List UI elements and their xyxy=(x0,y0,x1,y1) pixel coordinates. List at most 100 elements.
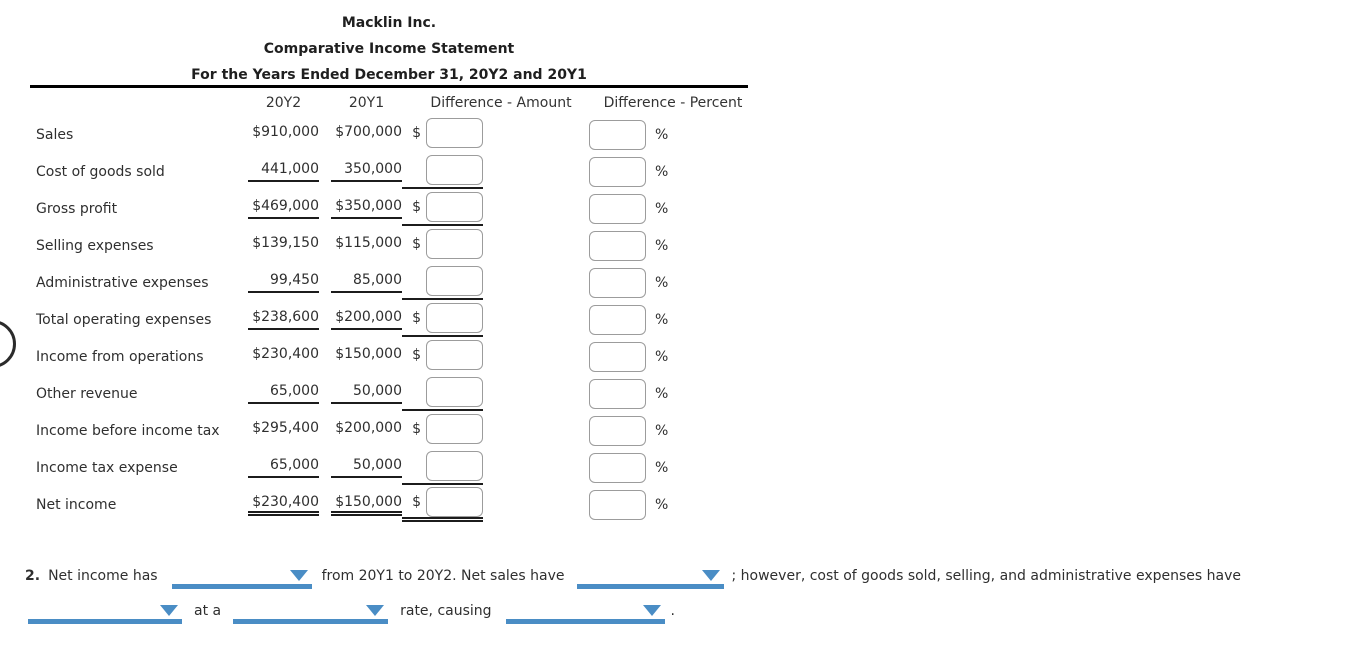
dropdown-rate-comparison[interactable] xyxy=(233,597,389,624)
row-label: Gross profit xyxy=(36,200,118,217)
row-label: Sales xyxy=(36,126,74,143)
value-20y1: 50,000 xyxy=(331,457,402,478)
dropdown-causing-effect[interactable] xyxy=(505,597,665,624)
table-row: Net income $230,400 $150,000 $ % xyxy=(0,486,780,523)
dropdown-expenses-change[interactable] xyxy=(28,597,182,624)
question-number: 2. xyxy=(25,568,41,584)
column-header-difference-amount: Difference - Amount xyxy=(430,95,572,111)
table-row: Sales $910,000 $700,000 $ % xyxy=(0,116,780,153)
percent-suffix: % xyxy=(655,237,669,254)
value-20y2: $910,000 xyxy=(252,124,319,140)
dollar-prefix: $ xyxy=(412,124,421,141)
difference-percent-input[interactable] xyxy=(589,119,646,150)
question-2: 2. Net income has from 20Y1 to 20Y2. Net s… xyxy=(25,562,1350,625)
difference-amount-input[interactable] xyxy=(426,228,483,259)
value-20y2: $139,150 xyxy=(252,235,319,251)
difference-amount-input[interactable] xyxy=(426,265,483,296)
table-row: Selling expenses $139,150 $115,000 $ % xyxy=(0,227,780,264)
table-header-row: 20Y2 20Y1 Difference - Amount Difference… xyxy=(0,90,780,116)
percent-suffix: % xyxy=(655,348,669,365)
table-row: Income before income tax $295,400 $200,0… xyxy=(0,412,780,449)
dollar-prefix: $ xyxy=(412,494,421,510)
difference-percent-input[interactable] xyxy=(589,452,646,483)
difference-amount-input[interactable] xyxy=(426,339,483,370)
row-label: Selling expenses xyxy=(36,237,154,254)
value-20y1: $350,000 xyxy=(331,198,402,219)
amount-group: $ xyxy=(402,117,483,152)
table-row: Income tax expense 65,000 50,000 % xyxy=(0,449,780,486)
value-20y2: $230,400 xyxy=(252,346,319,362)
row-label: Income tax expense xyxy=(36,459,178,476)
amount-group xyxy=(402,265,483,300)
statement-title-block: Macklin Inc. Comparative Income Statemen… xyxy=(30,10,748,88)
column-header-20y1: 20Y1 xyxy=(348,95,385,111)
difference-percent-input[interactable] xyxy=(589,156,646,187)
difference-percent-input[interactable] xyxy=(589,378,646,409)
row-label: Income from operations xyxy=(36,348,204,365)
difference-amount-input[interactable] xyxy=(426,302,483,333)
value-20y2: $295,400 xyxy=(252,420,319,436)
table-row: Cost of goods sold 441,000 350,000 % xyxy=(0,153,780,190)
percent-suffix: % xyxy=(655,200,669,217)
difference-amount-input[interactable] xyxy=(426,154,483,185)
question-text-6: . xyxy=(670,603,675,619)
dollar-prefix: $ xyxy=(412,198,421,215)
amount-group: $ xyxy=(402,413,483,448)
difference-amount-input[interactable] xyxy=(426,117,483,148)
difference-percent-input[interactable] xyxy=(589,267,646,298)
difference-amount-input[interactable] xyxy=(426,450,483,481)
percent-suffix: % xyxy=(655,422,669,439)
table-row: Other revenue 65,000 50,000 % xyxy=(0,375,780,412)
row-label: Cost of goods sold xyxy=(36,163,165,180)
difference-percent-input[interactable] xyxy=(589,230,646,261)
percent-suffix: % xyxy=(655,385,669,402)
row-label: Net income xyxy=(36,496,117,513)
value-20y2: 65,000 xyxy=(248,457,319,478)
row-label: Income before income tax xyxy=(36,422,220,439)
value-20y1: 85,000 xyxy=(331,272,402,293)
difference-percent-input[interactable] xyxy=(589,193,646,224)
percent-suffix: % xyxy=(655,163,669,180)
value-20y2: $469,000 xyxy=(248,198,319,219)
dollar-prefix: $ xyxy=(412,420,421,437)
difference-amount-input[interactable] xyxy=(426,487,483,517)
difference-percent-input[interactable] xyxy=(589,415,646,446)
value-20y1: $700,000 xyxy=(335,124,402,140)
comparative-statement-table: 20Y2 20Y1 Difference - Amount Difference… xyxy=(0,90,780,523)
value-20y2: 441,000 xyxy=(248,161,319,182)
value-20y1: 350,000 xyxy=(331,161,402,182)
table-row: Gross profit $469,000 $350,000 $ % xyxy=(0,190,780,227)
value-20y1: $150,000 xyxy=(331,494,402,516)
dropdown-net-sales-change[interactable] xyxy=(576,562,724,589)
row-label: Administrative expenses xyxy=(36,274,209,291)
table-row: Income from operations $230,400 $150,000… xyxy=(0,338,780,375)
amount-group: $ xyxy=(402,191,483,226)
question-text-4: at a xyxy=(194,603,222,619)
column-header-difference-percent: Difference - Percent xyxy=(603,95,743,111)
difference-amount-input[interactable] xyxy=(426,413,483,444)
difference-percent-input[interactable] xyxy=(589,489,646,520)
table-rows: Sales $910,000 $700,000 $ % Cost of good… xyxy=(0,116,780,523)
header-rule xyxy=(30,85,748,88)
amount-group: $ xyxy=(402,339,483,374)
question-line-1: 2. Net income has from 20Y1 to 20Y2. Net s… xyxy=(25,562,1350,590)
percent-suffix: % xyxy=(655,311,669,328)
difference-percent-input[interactable] xyxy=(589,341,646,372)
difference-amount-input[interactable] xyxy=(426,191,483,222)
question-text-1: Net income has xyxy=(48,568,158,584)
difference-percent-input[interactable] xyxy=(589,304,646,335)
column-header-20y2: 20Y2 xyxy=(265,95,302,111)
percent-suffix: % xyxy=(655,496,669,513)
value-20y2: $238,600 xyxy=(248,309,319,330)
dropdown-net-income-change[interactable] xyxy=(171,562,312,589)
amount-group xyxy=(402,376,483,411)
table-row: Administrative expenses 99,450 85,000 % xyxy=(0,264,780,301)
difference-amount-input[interactable] xyxy=(426,376,483,407)
dollar-prefix: $ xyxy=(412,346,421,363)
dollar-prefix: $ xyxy=(412,235,421,252)
value-20y2: 99,450 xyxy=(248,272,319,293)
value-20y1: $150,000 xyxy=(335,346,402,362)
question-text-3: ; however, cost of goods sold, selling, … xyxy=(731,568,1242,584)
amount-group: $ xyxy=(402,487,483,522)
